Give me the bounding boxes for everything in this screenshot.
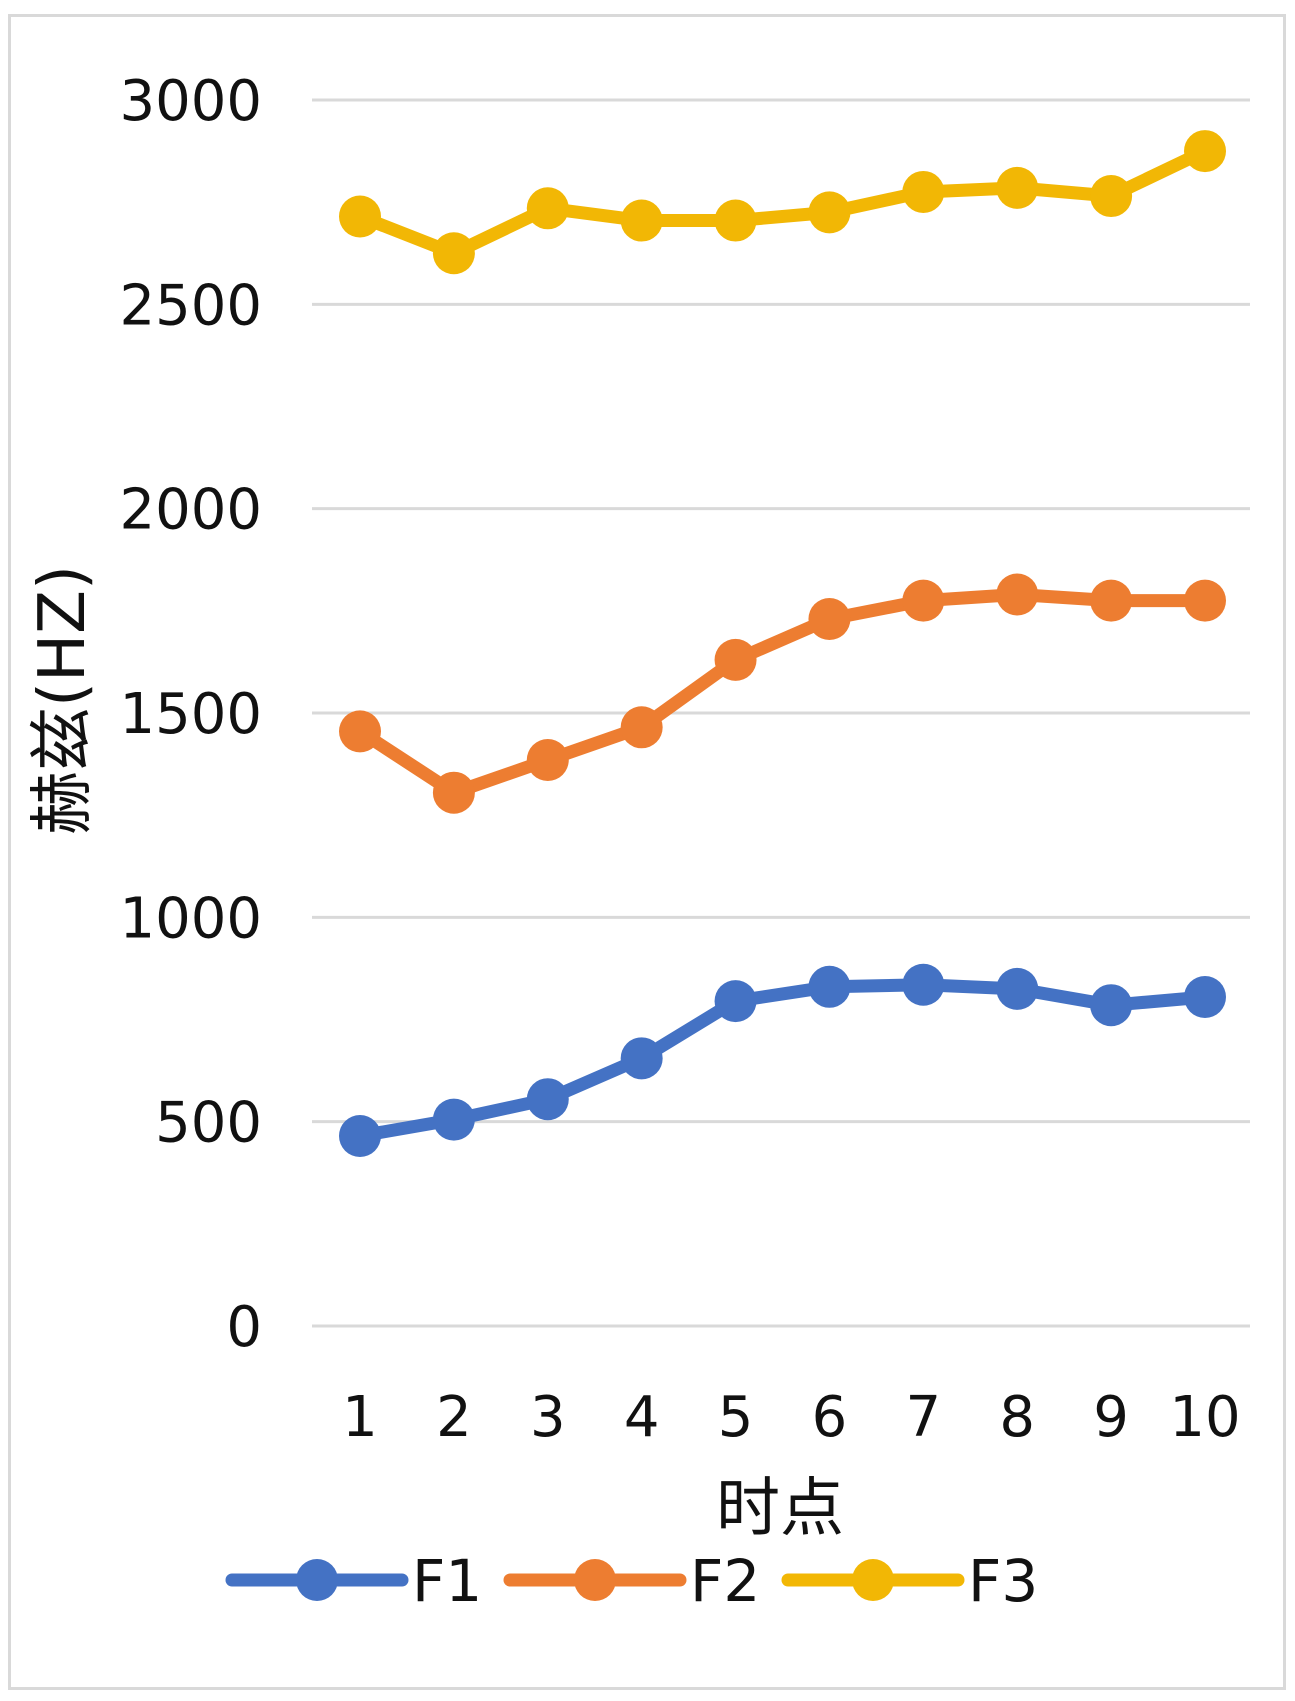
- y-tick-label: 3000: [119, 69, 262, 134]
- y-axis-ticks: 0 500 1000 1500 2000 2500 3000: [119, 69, 262, 1360]
- data-point-F2: [339, 710, 381, 753]
- data-point-F1: [1090, 984, 1133, 1027]
- y-tick-label: 1000: [119, 886, 262, 951]
- data-point-F2: [1090, 579, 1133, 622]
- data-point-F2: [714, 638, 757, 681]
- data-point-F2: [526, 738, 569, 781]
- x-axis-ticks: 1 2 3 4 5 6 7 8 9 10: [342, 1385, 1240, 1450]
- data-point-F2: [1184, 579, 1226, 622]
- data-point-F1: [526, 1078, 569, 1121]
- data-point-F3: [1090, 175, 1133, 218]
- x-tick-label: 3: [530, 1385, 566, 1450]
- x-axis-title: 时点: [716, 1472, 844, 1546]
- data-point-F1: [620, 1037, 663, 1080]
- legend-label: F1: [412, 1547, 482, 1615]
- x-tick-label: 4: [624, 1385, 660, 1450]
- data-point-F1: [996, 967, 1039, 1010]
- data-point-F1: [714, 980, 757, 1023]
- data-point-F3: [339, 195, 381, 238]
- data-point-F3: [526, 187, 569, 230]
- data-point-F2: [808, 598, 851, 641]
- data-point-F1: [902, 963, 945, 1006]
- data-point-F1: [432, 1098, 475, 1141]
- series-lines: [339, 130, 1226, 1157]
- series-line-F2: [353, 587, 1212, 800]
- x-tick-label: 5: [718, 1385, 754, 1450]
- x-tick-label: 9: [1093, 1385, 1129, 1450]
- series-F1: [339, 963, 1226, 1157]
- data-point-F2: [996, 573, 1039, 616]
- y-axis-title: 赫兹(HZ): [26, 565, 100, 835]
- x-tick-label: 8: [999, 1385, 1035, 1450]
- x-tick-label: 6: [812, 1385, 848, 1450]
- gridlines: [312, 98, 1250, 1328]
- legend-label: F2: [690, 1547, 760, 1615]
- data-point-F3: [902, 170, 945, 213]
- legend-label: F3: [968, 1547, 1038, 1615]
- legend: F1 F2 F3: [225, 1547, 1038, 1615]
- series-line-F3: [353, 144, 1212, 260]
- legend-marker: [574, 1559, 616, 1601]
- y-tick-label: 2000: [119, 478, 262, 543]
- data-point-F2: [432, 771, 475, 814]
- data-point-F3: [1184, 130, 1226, 173]
- x-tick-label: 7: [906, 1385, 942, 1450]
- series-line-F1: [353, 978, 1212, 1143]
- legend-marker: [296, 1559, 338, 1601]
- series-F3: [339, 130, 1226, 275]
- data-point-F2: [902, 579, 945, 622]
- data-point-F1: [808, 965, 851, 1008]
- series-F2: [339, 573, 1226, 814]
- y-tick-label: 0: [226, 1295, 262, 1360]
- chart-frame: [8, 14, 1286, 1690]
- y-tick-label: 2500: [119, 273, 262, 338]
- legend-item-F1: F1: [225, 1547, 482, 1615]
- data-point-F2: [620, 706, 663, 749]
- data-point-F1: [1184, 976, 1226, 1019]
- data-point-F3: [620, 199, 663, 242]
- legend-item-F2: F2: [503, 1547, 760, 1615]
- data-point-F3: [996, 166, 1039, 209]
- x-tick-label: 2: [436, 1385, 472, 1450]
- legend-marker: [852, 1559, 894, 1601]
- x-tick-label: 10: [1169, 1385, 1240, 1450]
- data-point-F1: [339, 1114, 381, 1157]
- legend-item-F3: F3: [781, 1547, 1038, 1615]
- x-tick-label: 1: [342, 1385, 378, 1450]
- y-tick-label: 1500: [119, 682, 262, 747]
- data-point-F3: [808, 191, 851, 234]
- data-point-F3: [714, 199, 757, 242]
- data-point-F3: [432, 232, 475, 275]
- y-tick-label: 500: [155, 1091, 262, 1156]
